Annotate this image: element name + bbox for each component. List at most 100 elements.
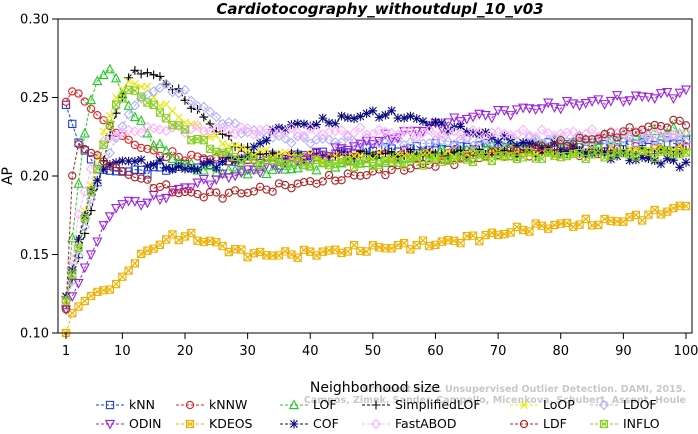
data-point <box>530 131 541 143</box>
legend-item-knnw: kNNW <box>176 397 247 412</box>
data-point <box>367 140 378 150</box>
data-point <box>99 140 108 149</box>
data-point <box>111 279 121 289</box>
data-point <box>318 177 327 186</box>
data-point <box>155 72 165 81</box>
data-point <box>249 187 259 196</box>
data-point <box>317 133 328 145</box>
data-point <box>286 122 297 134</box>
data-point <box>405 137 416 148</box>
data-point <box>656 121 666 131</box>
data-point <box>199 112 209 122</box>
data-point <box>211 163 221 173</box>
data-point <box>199 159 209 169</box>
data-point <box>292 127 303 138</box>
data-point <box>167 86 178 98</box>
data-point <box>455 128 466 140</box>
data-point <box>186 164 196 174</box>
data-point <box>312 120 321 129</box>
data-point <box>342 145 353 156</box>
data-point <box>67 265 77 275</box>
data-point <box>581 135 590 144</box>
data-point <box>268 187 277 196</box>
data-point <box>249 142 259 152</box>
data-point <box>61 305 71 314</box>
legend-swatch-marker <box>185 419 195 429</box>
data-point <box>192 100 203 112</box>
data-point <box>625 123 634 132</box>
data-point <box>298 130 310 141</box>
data-point <box>67 254 78 265</box>
data-point <box>161 163 171 173</box>
data-point <box>242 168 253 179</box>
data-point <box>162 180 171 189</box>
legend-item-simplifiedlof: SimplifiedLOF <box>362 397 481 412</box>
series-ldf <box>61 115 691 314</box>
data-point <box>85 193 97 205</box>
data-point <box>148 123 159 134</box>
data-point <box>606 128 615 137</box>
data-point <box>85 250 97 261</box>
data-point <box>281 148 290 157</box>
data-point <box>619 127 628 136</box>
data-point <box>211 175 222 186</box>
data-point <box>98 136 109 147</box>
data-point <box>193 189 202 199</box>
data-point <box>362 170 371 180</box>
data-point <box>180 187 190 197</box>
data-point <box>224 152 234 162</box>
data-point <box>80 213 89 223</box>
data-point <box>555 128 566 139</box>
data-point <box>161 145 172 155</box>
data-point <box>110 130 122 142</box>
data-point <box>674 88 685 99</box>
data-point <box>111 108 121 118</box>
data-point <box>512 141 522 150</box>
data-point <box>543 98 554 109</box>
data-point <box>636 134 648 145</box>
data-point <box>386 134 397 145</box>
legend-label: COF <box>313 416 339 431</box>
data-point <box>556 145 566 155</box>
data-point <box>675 162 685 172</box>
y-axis: 0.10 0.15 0.20 0.25 0.30 <box>20 13 58 342</box>
data-point <box>525 227 534 236</box>
data-point <box>637 153 647 162</box>
data-point <box>311 164 322 175</box>
y-axis-label: AP <box>0 167 16 185</box>
data-point <box>337 176 346 185</box>
data-point <box>587 135 597 144</box>
data-point <box>85 94 97 105</box>
data-point <box>80 229 90 238</box>
data-point <box>298 132 310 143</box>
data-point <box>161 78 172 90</box>
data-point <box>355 122 366 133</box>
data-point <box>656 159 666 169</box>
data-point <box>681 157 691 167</box>
data-point <box>355 112 365 121</box>
data-point <box>280 127 291 138</box>
data-point <box>162 114 171 123</box>
data-point <box>143 68 152 78</box>
legend-label: KDEOS <box>209 416 253 431</box>
series-line <box>65 89 687 310</box>
data-point <box>386 135 397 146</box>
data-point <box>449 126 460 137</box>
data-point <box>212 188 221 197</box>
data-point <box>436 129 447 140</box>
x-tick-label: 1 <box>62 344 70 359</box>
data-point <box>323 152 335 162</box>
data-point <box>468 128 478 138</box>
data-point <box>205 157 215 167</box>
data-point <box>92 178 103 189</box>
data-point <box>550 142 559 151</box>
data-point <box>74 243 83 252</box>
data-point <box>218 139 227 148</box>
data-point <box>223 173 234 184</box>
data-point <box>374 136 385 147</box>
data-point <box>205 187 215 197</box>
data-point <box>668 121 679 132</box>
data-point <box>267 132 278 143</box>
data-point <box>105 161 114 171</box>
data-point <box>180 125 190 134</box>
